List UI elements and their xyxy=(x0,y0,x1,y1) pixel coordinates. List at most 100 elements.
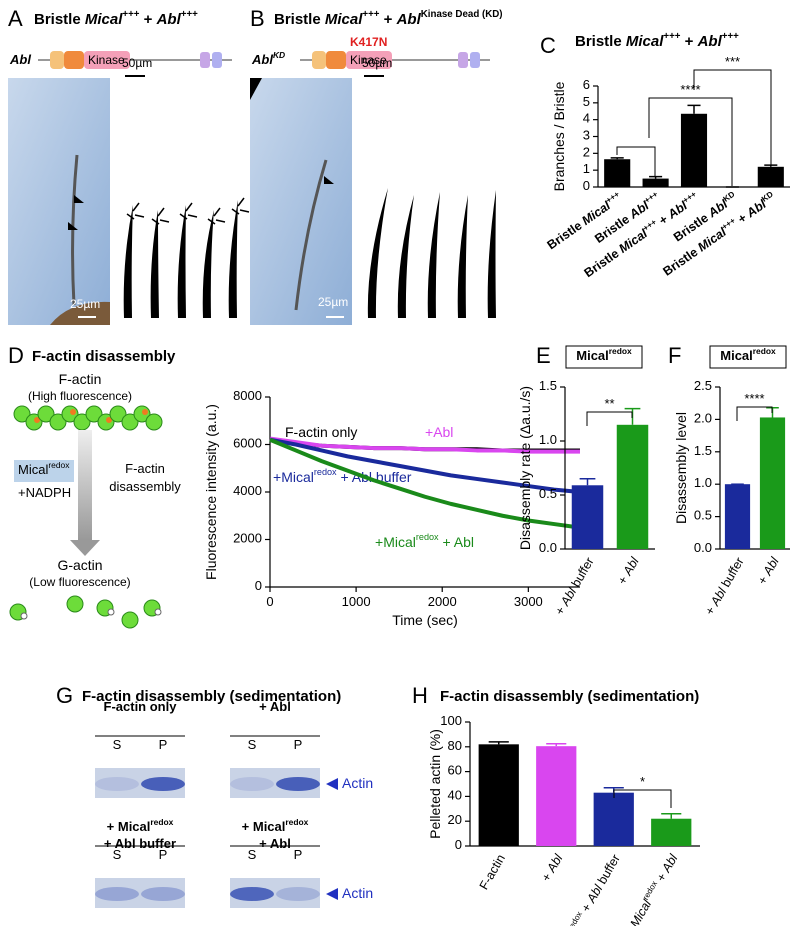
protein-label: Abl xyxy=(9,52,31,67)
text-run: *** xyxy=(725,54,740,69)
text-run: 8000 xyxy=(233,388,262,403)
text-run: Abl xyxy=(433,424,453,440)
scale-label: 50µm xyxy=(122,56,152,70)
text-run: S xyxy=(113,847,122,862)
panel-label: B xyxy=(250,6,265,31)
nucleotide xyxy=(107,608,115,616)
bristle-photo xyxy=(250,78,352,325)
bar xyxy=(604,159,631,187)
nucleotide xyxy=(34,417,40,423)
significance-label: *** xyxy=(725,54,740,69)
title-box xyxy=(565,345,643,369)
text-run: + xyxy=(139,11,156,28)
gel-image xyxy=(95,878,185,908)
text-run: 0 xyxy=(255,578,262,593)
y-tick-label: 0 xyxy=(583,178,590,193)
filament xyxy=(13,405,163,431)
text-run: * xyxy=(640,774,645,789)
text-run: 0.5 xyxy=(694,508,712,523)
bristle-branch xyxy=(231,197,250,215)
bristle-branch xyxy=(207,207,226,225)
bar xyxy=(651,818,692,846)
series-line xyxy=(269,436,580,454)
x-tick-label: + Abl buffer xyxy=(553,555,597,617)
text-run: Kinase Dead (KD) xyxy=(421,9,503,20)
diagram-label: Micalredox xyxy=(18,460,70,477)
text-run: 40 xyxy=(448,788,462,803)
diagram-label: F-actin xyxy=(59,371,102,387)
y-tick-label: 0.5 xyxy=(694,508,712,523)
text-run: + xyxy=(104,836,115,851)
text-run: F-actin only xyxy=(104,699,178,714)
text-run: 1.5 xyxy=(539,378,557,393)
text-run: Mical xyxy=(383,534,416,550)
text-run: disassembly xyxy=(109,479,181,494)
lane-label: S xyxy=(113,737,122,752)
text-run: + xyxy=(259,836,270,851)
text-run: 0.0 xyxy=(539,540,557,555)
domain-label: Kinase xyxy=(350,53,387,67)
error-bar xyxy=(687,104,701,114)
text-run: Abl xyxy=(454,534,474,550)
gel-condition: + Micalredox xyxy=(242,817,309,834)
text-run: F xyxy=(668,343,681,368)
domain xyxy=(326,51,346,69)
nucleotide xyxy=(20,612,28,620)
bristle-silhouette xyxy=(228,200,238,318)
protein-label: AblKD xyxy=(251,50,285,67)
significance-label: **** xyxy=(744,391,764,406)
significance-bracket xyxy=(736,406,773,421)
monomers xyxy=(9,595,162,629)
text-run: 0 xyxy=(266,594,273,609)
series-label: F-actin only xyxy=(285,424,357,440)
error-bar xyxy=(488,741,509,745)
arrowhead xyxy=(324,176,334,184)
significance-bracket xyxy=(586,411,633,426)
text-run: 2 xyxy=(583,145,590,160)
y-tick-label: 80 xyxy=(448,738,462,753)
text-run: 100 xyxy=(440,713,462,728)
lane-label: P xyxy=(159,847,168,862)
text-run: buffer xyxy=(593,852,623,890)
text-run: P xyxy=(294,847,303,862)
series-line xyxy=(269,437,581,530)
y-axis-label: Disassembly level xyxy=(673,412,689,524)
text-run: Mical xyxy=(720,348,753,363)
y-tick-label: 6 xyxy=(583,77,590,92)
text-run: 6000 xyxy=(233,436,262,451)
gel-band xyxy=(276,777,320,791)
x-tick-label: + Abl buffer xyxy=(703,555,747,617)
text-run: Mical xyxy=(628,897,655,926)
significance-label: * xyxy=(640,774,645,789)
chart-title: Bristle Mical+++ + Abl+++ xyxy=(575,31,739,50)
text-run: 0.0 xyxy=(694,540,712,555)
monomer xyxy=(121,611,139,629)
text-run: Mical xyxy=(85,11,123,28)
series-label: +Micalredox + Abl xyxy=(375,532,474,549)
text-run: 25µm xyxy=(318,295,348,309)
y-tick-label: 1.0 xyxy=(694,476,712,491)
text-run: Mical xyxy=(576,348,609,363)
significance-label: **** xyxy=(680,82,700,97)
text-run: redox xyxy=(285,817,308,827)
significance-bracket xyxy=(693,69,772,166)
marker-label: Actin xyxy=(342,885,373,901)
text-run: Bristle xyxy=(582,245,625,281)
text-run: Mical xyxy=(118,819,151,834)
x-tick-label: 1000 xyxy=(342,594,371,609)
text-run: G-actin xyxy=(57,557,102,573)
y-tick-label: 6000 xyxy=(233,436,262,451)
y-tick-label: 2000 xyxy=(233,531,262,546)
text-run: Kinase xyxy=(88,53,125,67)
text-run: 0 xyxy=(455,837,462,852)
text-run: 2000 xyxy=(428,594,457,609)
x-axis-label: Time (sec) xyxy=(392,612,458,628)
lane-label: S xyxy=(248,847,257,862)
text-run: Bristle xyxy=(34,11,85,28)
panel-label: C xyxy=(540,33,556,58)
y-tick-label: 1 xyxy=(583,162,590,177)
x-tick-label: 2000 xyxy=(428,594,457,609)
bristle-silhouette xyxy=(367,188,388,318)
text-run: F-actin only xyxy=(285,424,357,440)
